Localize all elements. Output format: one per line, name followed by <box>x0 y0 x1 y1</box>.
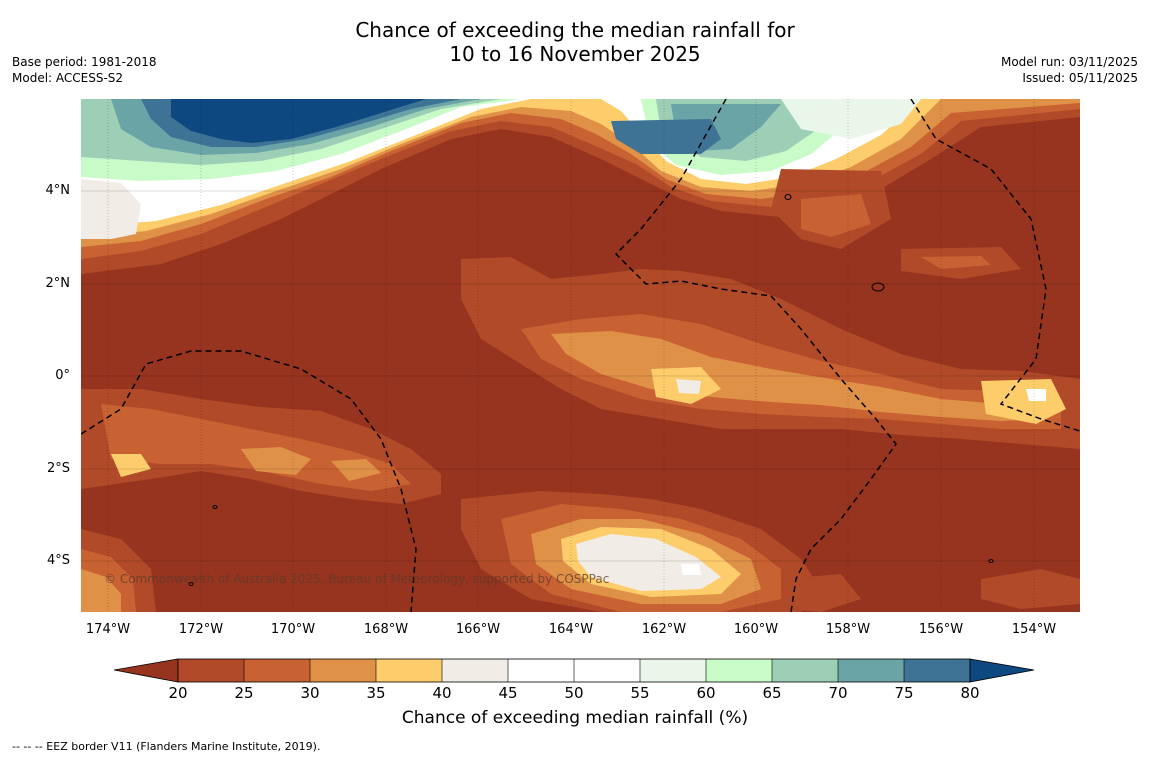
eez-borders <box>81 99 1080 612</box>
lon-label: 172°W <box>178 622 224 637</box>
region-central-45 <box>676 379 701 394</box>
eez-border-west <box>81 350 417 612</box>
issued-date: Issued: 05/11/2025 <box>1022 71 1138 85</box>
island-marker <box>988 559 994 563</box>
colorbar-tick: 65 <box>762 684 782 702</box>
region-north-40 <box>81 179 141 239</box>
lat-label: 0° <box>55 368 70 383</box>
eez-border-north <box>614 99 897 612</box>
chart-title: Chance of exceeding the median rainfall … <box>0 18 1150 66</box>
colorbar-tick: 80 <box>960 684 980 702</box>
colorbar-over-arrow <box>969 658 1035 683</box>
model-run: Model run: 03/11/2025 <box>1000 55 1138 69</box>
base-period: Base period: 1981-2018 <box>12 55 157 69</box>
colorbar-tick: 25 <box>234 684 254 702</box>
region-west-30b <box>331 459 381 481</box>
region-central-30 <box>551 331 1041 421</box>
lat-label: 4°S <box>46 553 70 568</box>
title-line-1: Chance of exceeding the median rainfall … <box>355 18 795 42</box>
eez-border-ne <box>910 99 1080 432</box>
islands <box>188 194 994 586</box>
lat-label: 2°S <box>46 461 70 476</box>
region-west-30 <box>241 447 311 475</box>
colorbar-tick: 20 <box>168 684 188 702</box>
colorbar-tick: 35 <box>366 684 386 702</box>
lon-label: 162°W <box>641 622 687 637</box>
forecast-map <box>81 99 1080 612</box>
colorbar-swatch <box>442 659 508 682</box>
lon-label: 164°W <box>548 622 594 637</box>
lon-label: 160°W <box>733 622 779 637</box>
colorbar-dividers <box>243 659 905 682</box>
colorbar-tick: 75 <box>894 684 914 702</box>
region-north-80 <box>171 99 426 143</box>
colorbar-swatch <box>640 659 706 682</box>
colorbar-swatch <box>838 659 904 682</box>
region-ne-60 <box>781 99 921 139</box>
colorbar-swatch <box>904 659 970 682</box>
region-cell-75 <box>611 119 721 154</box>
colorbar-tick: 45 <box>498 684 518 702</box>
title-line-2: 10 to 16 November 2025 <box>449 42 701 66</box>
graticule <box>81 190 1080 562</box>
lat-label: 2°N <box>45 276 71 291</box>
region-ne2-25 <box>921 256 991 269</box>
colorbar-swatch <box>376 659 442 682</box>
colorbar-tick: 70 <box>828 684 848 702</box>
copyright-notice: © Commonwealth of Australia 2025, Bureau… <box>104 572 610 586</box>
island-marker <box>212 505 218 509</box>
model-name: Model: ACCESS-S2 <box>12 71 124 85</box>
island-marker <box>188 582 194 586</box>
colorbar-swatch <box>706 659 772 682</box>
region-east-25 <box>801 194 871 237</box>
region-west-35 <box>111 454 151 477</box>
meta-right: Model run: 03/11/2025 Issued: 05/11/2025 <box>1001 54 1138 86</box>
colorbar-tick: 30 <box>300 684 320 702</box>
colorbar-label: Chance of exceeding median rainfall (%) <box>401 708 749 728</box>
lon-label: 156°W <box>918 622 964 637</box>
eez-footnote: -- -- -- EEZ border V11 (Flanders Marine… <box>12 740 321 753</box>
region-south-45 <box>576 534 721 591</box>
region-se-20b <box>781 574 861 612</box>
region-se-20 <box>981 569 1080 609</box>
lon-label: 166°W <box>455 622 501 637</box>
lon-label: 174°W <box>85 622 131 637</box>
island-marker <box>784 194 792 200</box>
region-south-white <box>681 564 701 575</box>
lon-label: 154°W <box>1011 622 1057 637</box>
colorbar-tick: 40 <box>432 684 452 702</box>
colorbar-under-arrow <box>114 658 179 683</box>
lon-label: 158°W <box>825 622 871 637</box>
colorbar-swatch <box>772 659 838 682</box>
region-sw-30 <box>81 569 121 612</box>
colorbar-swatch <box>244 659 310 682</box>
colorbar-tick: 50 <box>564 684 584 702</box>
colorbar-tick: 60 <box>696 684 716 702</box>
lon-label: 168°W <box>363 622 409 637</box>
colorbar-swatch <box>310 659 376 682</box>
colorbar <box>114 658 1035 683</box>
colorbar-swatch <box>178 659 244 682</box>
colorbar-tick: 55 <box>630 684 650 702</box>
region-central-45b <box>1026 389 1046 401</box>
map-canvas <box>81 99 1080 612</box>
island-marker <box>871 282 885 292</box>
lon-label: 170°W <box>270 622 316 637</box>
region-west-25 <box>101 404 411 491</box>
meta-left: Base period: 1981-2018 Model: ACCESS-S2 <box>12 54 157 86</box>
lat-label: 4°N <box>45 183 71 198</box>
